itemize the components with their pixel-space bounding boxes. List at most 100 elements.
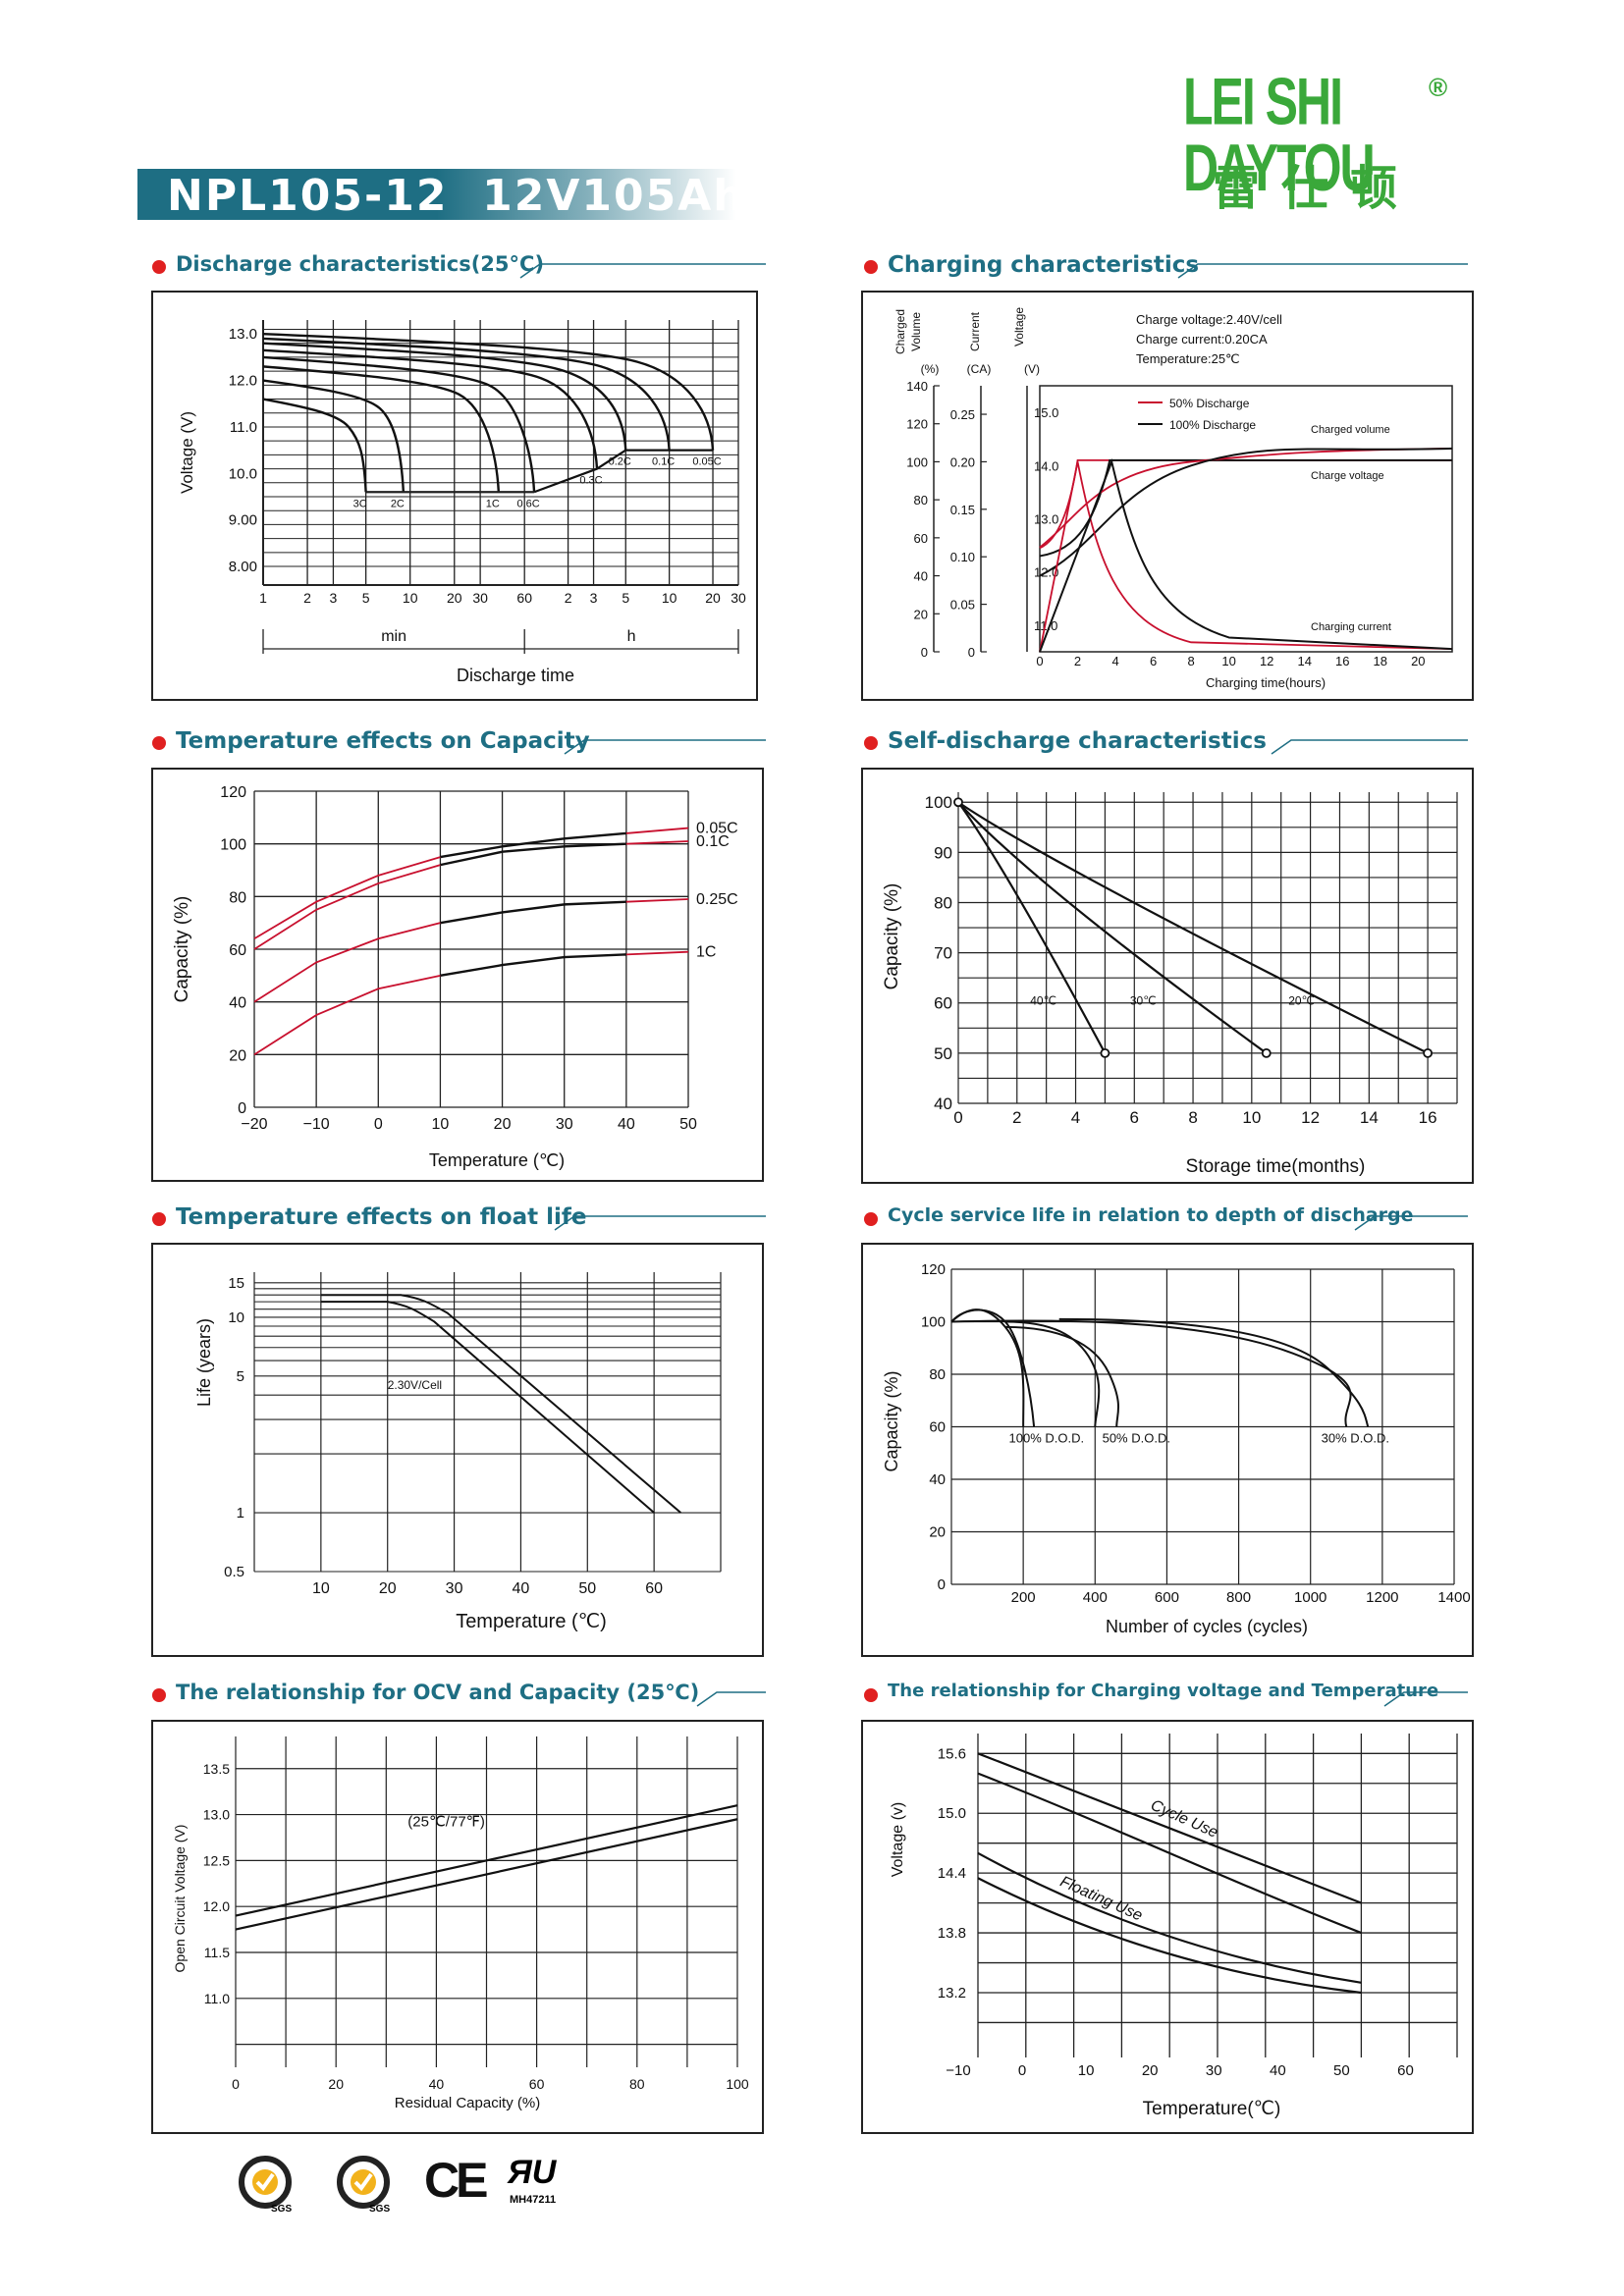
bullet-icon (152, 1212, 166, 1226)
x-tick-label: 3 (330, 590, 338, 606)
x-tick-label: 50 (679, 1116, 697, 1133)
x-tick-label: 16 (1419, 1108, 1437, 1127)
product-title-banner: NPL105-12 12V105Ah (137, 169, 744, 221)
cycle-life-curve (1004, 1320, 1101, 1427)
series-label: 2C (391, 498, 405, 509)
y-tick-label: 40 (934, 1095, 952, 1113)
discharge-curve (262, 365, 501, 493)
y-tick-label: 1 (237, 1505, 244, 1522)
capacity-curve (440, 953, 626, 978)
y-tick-label: 0.20 (950, 454, 975, 469)
x-tick-label: 30 (731, 590, 746, 606)
y-tick-label: 120 (921, 1261, 946, 1278)
axis-header: Volume (909, 312, 923, 351)
discharge-curve (262, 333, 715, 451)
discharge-curve (262, 348, 599, 469)
x-tick-label: 1000 (1294, 1589, 1326, 1606)
axis-unit: (%) (921, 362, 940, 376)
ul-mark-icon: ЯU MH47211 (506, 2152, 574, 2216)
x-tick-label: 10 (1221, 654, 1235, 668)
section-title: The relationship for OCV and Capacity (2… (176, 1681, 700, 1704)
bullet-icon (152, 736, 166, 750)
x-tick-label: 400 (1083, 1589, 1108, 1606)
series-label: 0.05C (696, 821, 738, 837)
brand-logo: LEI SHI DAYTOU ® 雷仕顿 (1183, 69, 1478, 216)
charging-current-curve (1039, 461, 1453, 653)
x-tick-label: 14 (1360, 1108, 1379, 1127)
x-tick-label: 8 (1188, 1108, 1197, 1127)
bullet-icon (152, 260, 166, 274)
x-tick-label: 8 (1188, 654, 1195, 668)
y-tick-label: 70 (934, 944, 952, 963)
series-label: 0.05C (692, 456, 721, 468)
series-label: 0.1C (652, 456, 675, 468)
chart-ocv: 0 20 40 60 80 100 13.5 13.0 12.5 12.0 11.5 11.0 Resi… (151, 1720, 764, 2134)
section-header-self-discharge: Self-discharge characteristics (864, 726, 1468, 766)
discharge-curve (262, 342, 627, 451)
end-marker (1100, 1047, 1110, 1058)
y-tick-label: 9.00 (229, 512, 257, 529)
y-axis-label: Open Circuit Voltage (V) (172, 1825, 188, 1973)
series-label: 40℃ (1030, 993, 1056, 1007)
capacity-curve (253, 856, 441, 940)
y-tick-label: 0 (968, 645, 975, 660)
chart-self-discharge: 0 2 4 6 8 10 12 14 16 100 90 80 70 60 50 40 Storage time… (861, 768, 1474, 1184)
y-tick-label: 0.25 (950, 407, 975, 422)
x-tick-label: 20 (328, 2076, 344, 2092)
x-tick-label: 50 (578, 1580, 596, 1597)
x-tick-label: 2 (565, 590, 572, 606)
float-life-curve (320, 1301, 655, 1514)
y-tick-label: 100 (925, 793, 952, 812)
axis-header: Voltage (1012, 307, 1026, 347)
x-tick-label: 20 (1142, 2062, 1159, 2079)
y-tick-label: 0.5 (224, 1564, 244, 1580)
svg-text:ЯU: ЯU (507, 2154, 558, 2191)
y-axis-label: Voltage (V) (178, 411, 196, 494)
series-label: 0.3C (579, 475, 602, 487)
x-axis-label: Temperature(℃) (1143, 2099, 1281, 2119)
x-tick-label: 100 (726, 2076, 749, 2092)
brand-name-cn: 雷仕顿 (1213, 161, 1420, 216)
y-tick-label: 14.0 (1034, 458, 1058, 473)
capacity-curve (253, 864, 441, 950)
chart-temp-capacity: −20 −10 0 10 20 30 40 50 120 100 80 60 40 20 0 Temperat… (151, 768, 764, 1182)
y-tick-label: 8.00 (229, 559, 257, 575)
x-tick-label: 60 (516, 590, 532, 606)
chart-discharge: 1 2 3 5 10 20 30 60 2 3 5 10 20 30 13.0 12.0 11.0 10.0 9.0… (151, 291, 758, 701)
y-axis-label: Capacity (%) (172, 896, 192, 1003)
y-tick-label: 0.15 (950, 503, 975, 517)
charged-volume-curve (1039, 447, 1453, 549)
x-tick-label: 60 (1397, 2062, 1414, 2079)
y-tick-label: 12.5 (203, 1852, 230, 1868)
x-tick-label: 10 (432, 1116, 450, 1133)
bullet-icon (864, 736, 878, 750)
capacity-curve (253, 922, 441, 1003)
sgs-badge-icon: SGS (334, 2155, 397, 2218)
y-axis-label: Capacity (%) (882, 1370, 901, 1471)
curve-label: Charged volume (1311, 424, 1390, 436)
cert-label: SGS (271, 2204, 292, 2214)
x-tick-label: 1 (259, 590, 267, 606)
cycle-life-curve (950, 1319, 1352, 1427)
capacity-curve (625, 950, 689, 956)
x-tick-label: 40 (513, 1580, 530, 1597)
y-tick-label: 120 (220, 784, 246, 801)
capacity-curve (440, 831, 626, 859)
cycle-use-curve (977, 1772, 1362, 1935)
start-marker (953, 797, 963, 808)
x-tick-label: 0 (1018, 2062, 1026, 2079)
chart-charging: Charged Volume Current Voltage (%) (CA) (V) 140… (861, 291, 1474, 701)
x-tick-label: 5 (622, 590, 629, 606)
x-tick-label: 60 (645, 1580, 663, 1597)
y-tick-label: 13.8 (938, 1925, 966, 1942)
charge-voltage-curve (1039, 458, 1452, 558)
axis-header: Current (968, 311, 982, 351)
x-axis-label: Number of cycles (cycles) (1106, 1617, 1308, 1636)
annotation-text: Charge voltage:2.40V/cell (1136, 312, 1282, 327)
bullet-icon (152, 1688, 166, 1702)
section-header-charging: Charging characteristics (864, 250, 1468, 290)
y-tick-label: 12.0 (203, 1898, 230, 1914)
y-tick-label: 13.2 (938, 1985, 966, 2002)
charge-voltage-curve (1039, 458, 1452, 550)
x-axis-label: Temperature (℃) (456, 1611, 607, 1632)
